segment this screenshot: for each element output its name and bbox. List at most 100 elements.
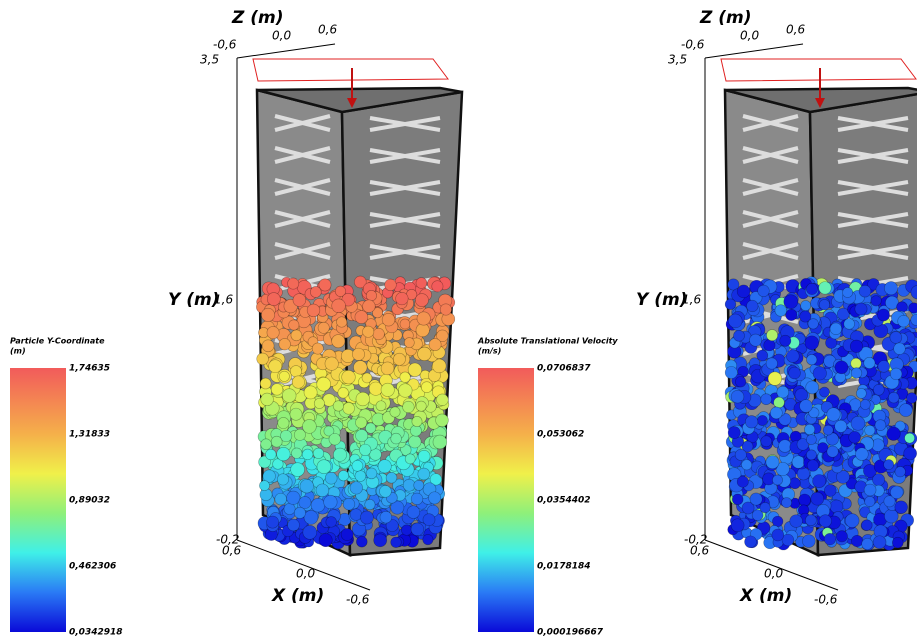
particle: [278, 338, 291, 351]
particle: [311, 342, 324, 355]
z-tick-label: -0,6: [681, 38, 705, 52]
particle: [324, 356, 339, 371]
particle: [435, 413, 449, 427]
particle: [745, 415, 759, 429]
particle: [395, 292, 409, 306]
particle: [277, 417, 290, 430]
colorbar-unit: (m): [10, 347, 26, 356]
particle: [759, 502, 771, 514]
particle: [859, 399, 871, 410]
particle: [355, 429, 369, 443]
x-tick-label: -0,6: [814, 593, 838, 607]
particle: [842, 287, 853, 298]
particle: [360, 510, 374, 525]
blade: [742, 114, 799, 132]
particle: [372, 327, 385, 341]
particle: [410, 522, 425, 536]
particle: [850, 367, 863, 379]
particle: [353, 360, 368, 375]
particle: [408, 435, 422, 449]
particle: [354, 310, 369, 324]
particle: [331, 298, 346, 313]
particle: [301, 448, 314, 461]
particle: [760, 435, 773, 448]
z-axis-label: Z (m): [231, 8, 284, 28]
particle: [765, 455, 780, 470]
particle: [806, 282, 818, 295]
particle: [785, 308, 798, 321]
particle: [837, 307, 850, 321]
blade: [274, 114, 331, 132]
particle: [903, 446, 917, 461]
particle: [334, 285, 347, 297]
particle: [807, 318, 819, 330]
x-axis: [236, 539, 371, 591]
particle: [736, 475, 749, 488]
particle: [872, 535, 887, 549]
particle: [302, 419, 317, 434]
particle: [808, 407, 820, 419]
y-axis-label: Y (m): [636, 290, 687, 310]
particle: [266, 326, 280, 340]
particle: [289, 407, 303, 421]
particle: [877, 360, 890, 373]
particle: [855, 447, 869, 461]
particle: [398, 383, 413, 398]
particle: [798, 493, 811, 507]
particle: [373, 533, 388, 548]
particle: [316, 376, 331, 392]
particle: [413, 479, 425, 491]
particle: [290, 462, 305, 477]
blade: [742, 210, 799, 228]
particle: [415, 400, 427, 412]
particle: [741, 459, 753, 471]
particle: [349, 508, 363, 521]
particle: [864, 495, 876, 508]
particle: [428, 491, 442, 505]
particle: [291, 447, 303, 459]
particle: [365, 290, 377, 302]
particle: [889, 367, 903, 381]
particle: [337, 387, 349, 399]
particle: [389, 406, 401, 418]
colorbar-label: 0,89032: [69, 496, 110, 506]
particle: [757, 415, 768, 426]
particle: [283, 503, 296, 515]
particle: [805, 514, 817, 527]
blade: [369, 212, 441, 228]
particle: [303, 510, 319, 525]
particle: [362, 325, 375, 338]
particle: [897, 315, 910, 328]
particle: [904, 432, 915, 444]
blade: [742, 242, 799, 260]
particle: [771, 528, 785, 542]
colorbar-unit: (m/s): [478, 347, 501, 356]
particle: [385, 519, 399, 532]
particle: [431, 358, 447, 374]
blade: [369, 180, 441, 196]
particle: [799, 399, 813, 413]
particle: [765, 357, 778, 370]
particle: [849, 339, 864, 353]
particle: [829, 322, 843, 335]
particle: [836, 470, 850, 484]
particle: [727, 426, 741, 439]
particle: [316, 459, 332, 474]
colorbar: [478, 368, 534, 632]
particle: [806, 354, 818, 366]
particle: [399, 318, 411, 330]
particle: [727, 278, 740, 291]
particle: [436, 329, 449, 342]
particle: [390, 536, 402, 548]
particle: [362, 299, 376, 313]
y-tick-label: 1,6: [214, 293, 233, 307]
x-tick-label: 0,6: [690, 544, 709, 558]
particle: [399, 444, 412, 456]
particle: [312, 447, 325, 459]
particle: [369, 448, 382, 461]
particle: [848, 431, 861, 444]
particle: [281, 388, 297, 403]
particle: [834, 419, 848, 433]
particle: [756, 349, 769, 362]
